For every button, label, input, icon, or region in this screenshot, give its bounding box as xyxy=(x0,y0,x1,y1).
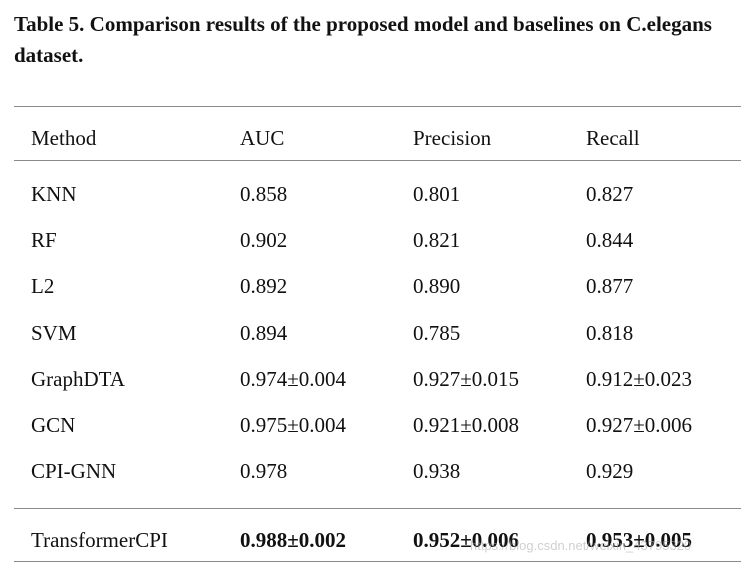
recall-cell: 0.877 xyxy=(586,274,634,298)
watermark: https://blog.csdn.net/weixin_43795320 xyxy=(470,538,692,553)
table-row: GraphDTA 0.974±0.004 0.927±0.015 0.912±0… xyxy=(0,361,755,397)
table-header-rule xyxy=(14,160,741,161)
recall-cell: 0.827 xyxy=(586,182,634,206)
table-top-rule xyxy=(14,106,741,107)
precision-cell: 0.927±0.015 xyxy=(413,367,520,391)
recall-cell: 0.953±0.005 xyxy=(586,528,693,552)
method-cell: GCN xyxy=(31,413,76,437)
table-row: RF 0.902 0.821 0.844 xyxy=(0,222,755,258)
method-cell: L2 xyxy=(31,274,55,298)
auc-cell: 0.892 xyxy=(240,274,288,298)
auc-cell: 0.974±0.004 xyxy=(240,367,347,391)
method-cell: RF xyxy=(31,228,57,252)
table-bottom-rule xyxy=(14,561,741,562)
recall-cell: 0.929 xyxy=(586,459,634,483)
recall-cell: 0.912±0.023 xyxy=(586,367,693,391)
recall-cell: 0.844 xyxy=(586,228,634,252)
table-row: SVM 0.894 0.785 0.818 xyxy=(0,315,755,351)
method-cell: TransformerCPI xyxy=(31,528,168,552)
method-cell: CPI-GNN xyxy=(31,459,117,483)
header-recall: Recall xyxy=(586,126,640,150)
table-separator-rule xyxy=(14,508,741,509)
auc-cell: 0.858 xyxy=(240,182,288,206)
table-row: L2 0.892 0.890 0.877 xyxy=(0,268,755,304)
auc-cell: 0.978 xyxy=(240,459,288,483)
auc-cell: 0.894 xyxy=(240,321,288,345)
header-method: Method xyxy=(31,126,97,150)
recall-cell: 0.818 xyxy=(586,321,634,345)
precision-cell: 0.821 xyxy=(413,228,461,252)
precision-cell: 0.952±0.006 xyxy=(413,528,520,552)
method-cell: KNN xyxy=(31,182,77,206)
precision-cell: 0.785 xyxy=(413,321,461,345)
recall-cell: 0.927±0.006 xyxy=(586,413,693,437)
table-row-highlight: TransformerCPI 0.988±0.002 0.952±0.006 0… xyxy=(0,522,755,558)
table-row: KNN 0.858 0.801 0.827 xyxy=(0,176,755,212)
precision-cell: 0.938 xyxy=(413,459,461,483)
method-cell: SVM xyxy=(31,321,77,345)
table-row: CPI-GNN 0.978 0.938 0.929 xyxy=(0,453,755,489)
auc-cell: 0.902 xyxy=(240,228,288,252)
header-auc: AUC xyxy=(240,126,285,150)
header-precision: Precision xyxy=(413,126,492,150)
precision-cell: 0.921±0.008 xyxy=(413,413,520,437)
auc-cell: 0.988±0.002 xyxy=(240,528,347,552)
table-header-row: Method AUC Precision Recall xyxy=(0,120,755,156)
auc-cell: 0.975±0.004 xyxy=(240,413,347,437)
method-cell: GraphDTA xyxy=(31,367,125,391)
precision-cell: 0.890 xyxy=(413,274,461,298)
precision-cell: 0.801 xyxy=(413,182,461,206)
table-row: GCN 0.975±0.004 0.921±0.008 0.927±0.006 xyxy=(0,407,755,443)
table-caption: Table 5. Comparison results of the propo… xyxy=(14,12,712,67)
